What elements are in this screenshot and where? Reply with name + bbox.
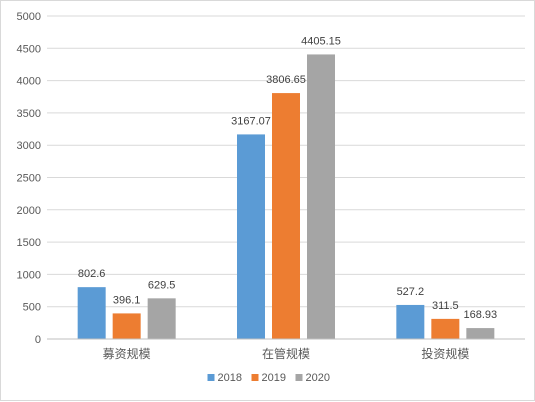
x-category-label: 募资规模	[103, 346, 151, 361]
legend-label: 2020	[306, 372, 330, 384]
legend-label: 2018	[218, 372, 242, 384]
y-tick-label: 5000	[17, 11, 41, 23]
bar-2018-2	[396, 304, 425, 339]
data-label: 802.6	[78, 268, 106, 280]
bar-2020-0	[147, 298, 176, 339]
data-label: 396.1	[113, 294, 141, 306]
y-axis-ticks: 0 500 1000 1500 2000 2500 3000 3500 4000 4500 5000	[17, 11, 41, 346]
x-category-label: 投资规模	[421, 346, 469, 361]
y-tick-label: 2500	[17, 173, 41, 185]
legend: 2018 2019 2020	[207, 372, 330, 384]
y-tick-label: 0	[35, 334, 41, 346]
bar-2018-0	[77, 287, 106, 339]
y-tick-label: 4000	[17, 76, 41, 88]
x-axis: 募资规模 在管规模 投资规模	[47, 338, 525, 361]
bar-2019-1	[272, 93, 300, 339]
data-label: 3806.65	[266, 74, 306, 86]
bar-2020-1	[307, 54, 335, 340]
bar-2019-0	[112, 313, 141, 339]
y-tick-label: 3500	[17, 108, 41, 120]
data-label: 168.93	[464, 309, 498, 321]
data-label: 527.2	[397, 286, 425, 298]
x-category-label: 在管规模	[262, 346, 310, 361]
data-label: 3167.07	[231, 115, 271, 127]
legend-swatch-2020	[295, 374, 303, 381]
bars	[77, 54, 495, 340]
y-tick-label: 4500	[17, 43, 41, 55]
data-label: 629.5	[148, 279, 176, 291]
bar-2019-2	[431, 318, 460, 339]
y-tick-label: 500	[23, 302, 41, 314]
data-labels: 802.6 396.1 629.5 3167.07 3806.65 4405.15 527.…	[78, 35, 497, 321]
legend-label: 2019	[262, 372, 286, 384]
y-tick-label: 3000	[17, 140, 41, 152]
bar-2018-1	[237, 134, 265, 339]
y-tick-label: 1500	[17, 237, 41, 249]
y-tick-label: 2000	[17, 205, 41, 217]
legend-swatch-2018	[207, 374, 215, 381]
data-label: 311.5	[432, 300, 459, 312]
y-tick-label: 1000	[17, 269, 41, 281]
legend-swatch-2019	[251, 374, 259, 381]
data-label: 4405.15	[301, 35, 341, 47]
bar-2020-2	[466, 328, 495, 339]
